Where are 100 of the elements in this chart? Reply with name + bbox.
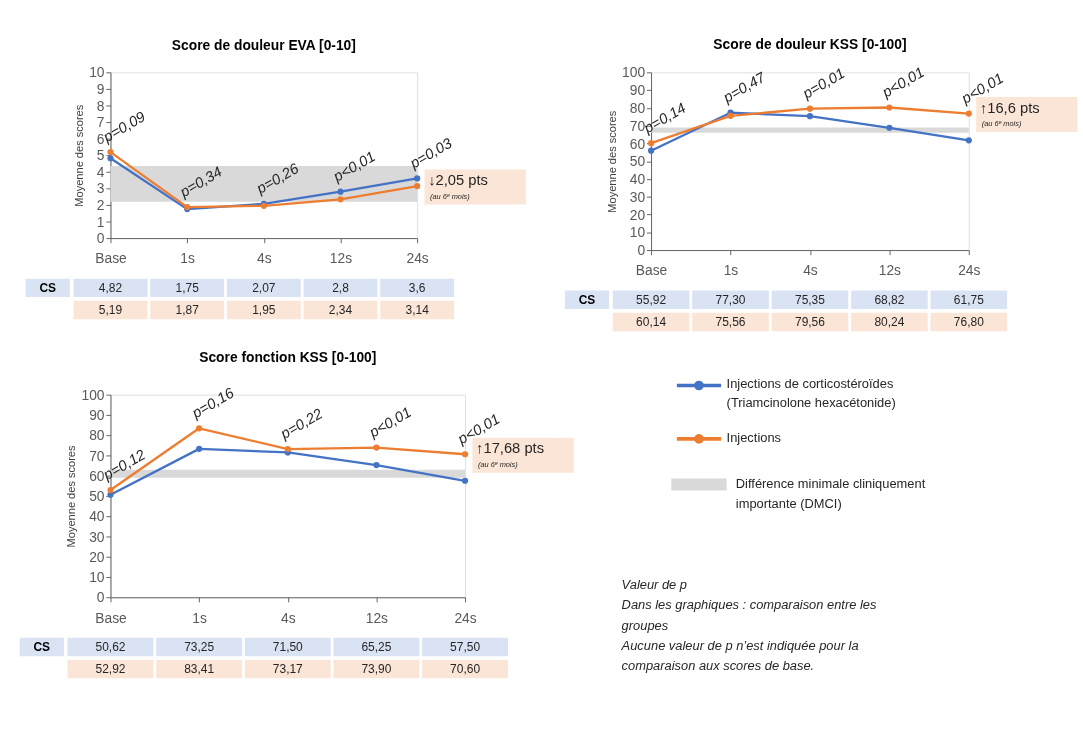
data-label: 83,41 [184, 661, 215, 676]
x-tick-label: Base [95, 250, 128, 267]
y-tick-label: 10 [89, 569, 105, 586]
point [373, 444, 380, 451]
chart-title: Score de douleur KSS [0-100] [713, 36, 907, 53]
data-label: 55,92 [636, 292, 667, 307]
data-label: 2,07 [252, 280, 276, 295]
data-label: 71,50 [272, 639, 304, 654]
point [107, 155, 114, 162]
y-tick-label: 70 [629, 117, 646, 134]
y-tick-label: 30 [629, 188, 646, 205]
data-label: 5,19 [98, 302, 123, 317]
data-label: 4,82 [98, 280, 123, 295]
x-tick-label: 1s [723, 262, 739, 279]
point [886, 124, 893, 131]
data-label: 1,75 [175, 280, 200, 295]
y-tick-label: 0 [637, 242, 646, 259]
point [886, 104, 893, 111]
x-tick-label: 24s [406, 250, 429, 267]
data-label: 57,50 [450, 639, 481, 654]
data-label: 73,25 [184, 639, 215, 654]
y-tick-label: 100 [81, 386, 105, 403]
y-tick-label: 5 [96, 147, 105, 164]
text: CS [39, 280, 57, 295]
point [965, 110, 972, 117]
data-label: 79,56 [794, 314, 826, 329]
data-label: 75,35 [794, 292, 826, 307]
y-tick-label: 40 [629, 171, 646, 188]
x-tick-label: 4s [257, 250, 272, 267]
x-tick-label: 24s [958, 262, 981, 279]
point [107, 149, 114, 156]
legend-label: Injections [726, 429, 782, 445]
point [648, 147, 655, 154]
point [414, 182, 421, 190]
x-tick-label: 4s [280, 609, 296, 626]
data-label: 50,62 [95, 639, 126, 654]
y-tick-label: 10 [629, 224, 646, 241]
y-tick-label: 8 [96, 97, 105, 114]
point [337, 188, 344, 195]
point [196, 445, 203, 452]
data-label: 3,14 [405, 302, 430, 317]
text: CS [33, 639, 51, 654]
y-tick-label: 20 [629, 206, 646, 223]
data-label: 73,17 [272, 661, 304, 676]
y-tick-label: 10 [89, 64, 105, 81]
y-tick-label: 4 [96, 163, 105, 180]
text: CS [578, 292, 596, 307]
point [337, 196, 344, 203]
data-label: 75,56 [715, 314, 746, 329]
legend-label: Injections de corticostéroïdes (Triamcinolone hexacétonide) [726, 376, 896, 410]
data-label: 80,24 [874, 314, 905, 329]
data-label: 65,25 [361, 639, 392, 654]
y-tick-label: 90 [89, 407, 105, 423]
point [107, 486, 114, 494]
data-label: 52,92 [95, 661, 126, 676]
data-label: 1,95 [252, 302, 276, 317]
x-tick-label: Base [95, 609, 128, 626]
point [373, 462, 380, 469]
text: ↓2,05 pts [428, 172, 488, 189]
x-tick-label: 24s [454, 609, 477, 626]
y-tick-label: 3 [96, 180, 105, 197]
y-tick-label: 50 [629, 153, 646, 170]
chart-title: Score de douleur EVA [0-10] [171, 37, 356, 54]
point [806, 113, 814, 120]
y-axis-title: Moyenne des scores [72, 104, 85, 207]
data-label: 61,75 [953, 292, 985, 307]
x-tick-label: 12s [365, 609, 389, 626]
data-label: 2,8 [332, 280, 350, 295]
text: (au 6ᵉ mois) [430, 191, 471, 201]
text: Dans les graphiques : comparaison entre les groupes [621, 597, 877, 633]
point [414, 175, 421, 182]
y-tick-label: 50 [89, 488, 105, 505]
point [196, 425, 203, 432]
text: (au 6ᵉ mois) [477, 460, 519, 470]
y-tick-label: 7 [96, 114, 105, 131]
y-axis-title: Moyenne des scores [605, 110, 618, 213]
data-label: 76,80 [953, 314, 985, 329]
y-tick-label: 60 [629, 135, 646, 152]
data-label: 77,30 [715, 292, 746, 307]
point [461, 451, 469, 458]
text: Valeur de p [621, 576, 687, 592]
x-tick-label: Base [635, 262, 668, 279]
data-label: 3,6 [408, 280, 426, 295]
y-tick-label: 9 [96, 81, 105, 97]
point [284, 445, 291, 453]
data-label: 70,60 [450, 661, 481, 676]
y-tick-label: 6 [96, 130, 105, 147]
data-label: 68,82 [874, 292, 905, 307]
y-tick-label: 2 [96, 197, 105, 214]
data-label: 73,90 [361, 661, 392, 676]
y-tick-label: 70 [89, 447, 105, 464]
x-tick-label: 1s [192, 609, 207, 626]
y-tick-label: 90 [629, 82, 646, 99]
y-tick-label: 80 [629, 99, 646, 116]
x-tick-label: 4s [803, 262, 818, 279]
y-tick-label: 100 [622, 64, 646, 81]
y-tick-label: 20 [89, 548, 105, 565]
point [965, 137, 972, 144]
x-tick-label: 12s [878, 262, 902, 279]
y-tick-label: 0 [96, 589, 105, 606]
